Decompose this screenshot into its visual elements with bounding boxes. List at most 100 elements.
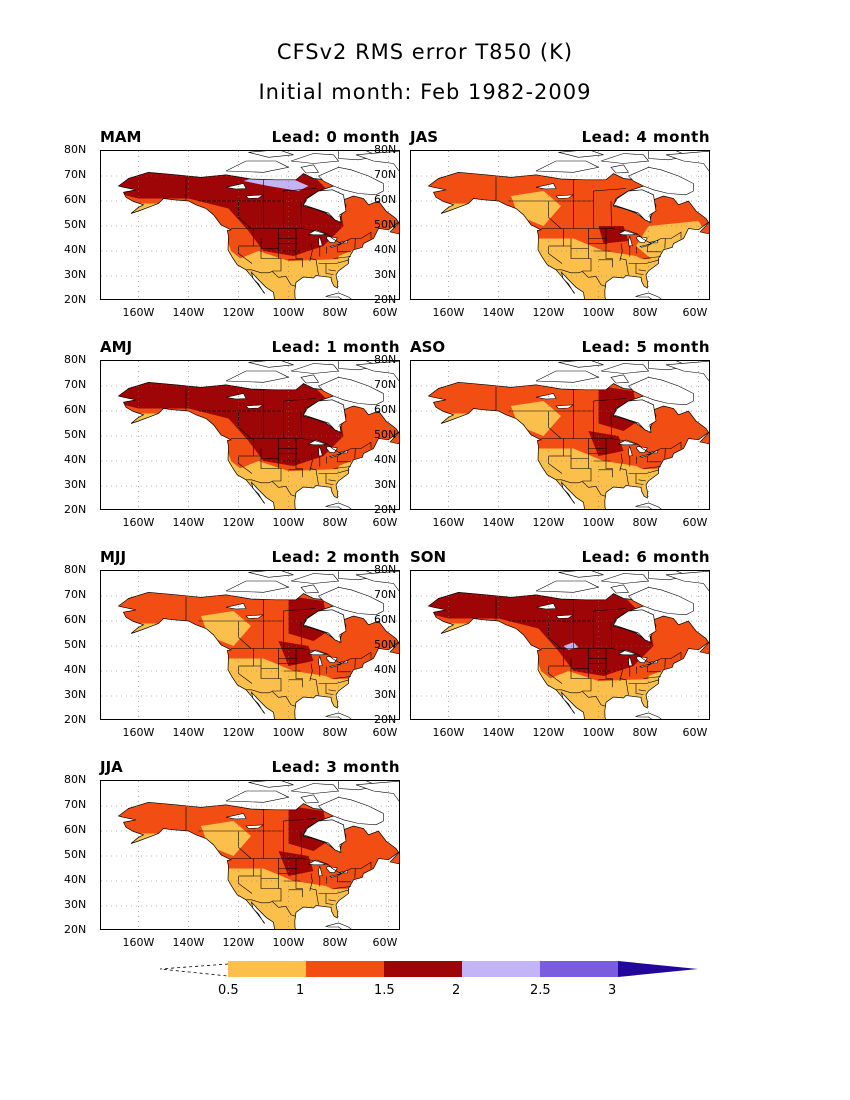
lon-tick-label: 160W xyxy=(122,726,155,739)
political-boundary xyxy=(246,479,296,497)
lon-tick-label: 80W xyxy=(322,936,348,949)
political-boundary xyxy=(619,453,623,472)
arctic-island xyxy=(290,573,340,584)
political-boundary xyxy=(643,676,662,679)
lon-tick-label: 140W xyxy=(482,306,515,319)
political-boundary xyxy=(619,663,623,682)
lat-tick-label: 70N xyxy=(64,798,87,811)
political-boundary xyxy=(238,246,253,264)
panel-lead-label: Lead: 3 month xyxy=(271,758,400,776)
arctic-island xyxy=(290,783,340,794)
lon-tick-label: 160W xyxy=(432,516,465,529)
political-boundary xyxy=(300,620,302,649)
political-boundary xyxy=(328,899,337,902)
arctic-island xyxy=(600,573,650,584)
baffin-island xyxy=(317,796,384,826)
political-boundary xyxy=(318,469,350,474)
political-boundary xyxy=(354,238,356,249)
political-boundary xyxy=(635,683,644,695)
political-boundary xyxy=(619,243,623,262)
arctic-island xyxy=(290,363,340,374)
political-boundary xyxy=(664,658,666,669)
lon-tick-label: 160W xyxy=(122,936,155,949)
political-boundary xyxy=(318,259,350,264)
political-boundary xyxy=(628,469,660,474)
political-boundary xyxy=(325,893,334,905)
political-boundary xyxy=(246,899,296,917)
lat-tick-label: 40N xyxy=(64,453,87,466)
lat-tick-label: 20N xyxy=(374,713,397,726)
arctic-island xyxy=(600,363,650,374)
panel-lead-label: Lead: 6 month xyxy=(581,548,710,566)
lat-tick-label: 20N xyxy=(64,293,87,306)
lat-tick-label: 60N xyxy=(64,403,87,416)
hudson-bay xyxy=(302,399,347,433)
political-boundary xyxy=(300,410,302,439)
map-canvas xyxy=(101,361,399,509)
panel-season-label: ASO xyxy=(410,338,446,356)
arctic-island xyxy=(300,374,320,384)
newfoundland xyxy=(389,221,399,235)
lon-tick-label: 100W xyxy=(582,516,615,529)
map-frame xyxy=(100,360,400,510)
political-boundary xyxy=(354,658,356,669)
lon-tick-label: 120W xyxy=(222,516,255,529)
political-boundary xyxy=(325,263,334,275)
lon-tick-label: 160W xyxy=(122,306,155,319)
political-boundary xyxy=(300,830,302,859)
political-boundary xyxy=(541,228,682,244)
lon-tick-label: 140W xyxy=(172,306,205,319)
political-boundary xyxy=(593,608,627,621)
lon-tick-label: 60W xyxy=(682,726,708,739)
map-frame xyxy=(100,150,400,300)
map-canvas xyxy=(101,781,399,929)
political-boundary xyxy=(328,269,337,272)
lat-tick-label: 70N xyxy=(64,168,87,181)
panel-season-label: JJA xyxy=(100,758,123,776)
lake xyxy=(639,453,652,458)
lat-tick-label: 80N xyxy=(374,353,397,366)
arctic-island xyxy=(300,164,320,174)
arctic-island xyxy=(248,151,294,158)
hudson-bay xyxy=(612,399,657,433)
hudson-bay xyxy=(302,189,347,223)
lon-tick-label: 120W xyxy=(222,726,255,739)
panel-season-label: AMJ xyxy=(100,338,133,356)
lon-tick-label: 120W xyxy=(222,936,255,949)
lat-tick-label: 60N xyxy=(374,193,397,206)
political-boundary xyxy=(283,818,317,831)
lake xyxy=(326,445,338,454)
lon-tick-label: 100W xyxy=(272,516,305,529)
political-boundary xyxy=(231,858,372,874)
colorbar-swatch xyxy=(384,961,462,977)
cuba xyxy=(324,712,352,719)
map-panel-jja: JJA Lead: 3 month 80N 70N 60N 50N 40N 30N 20N 160… xyxy=(64,758,400,970)
panel-lead-label: Lead: 5 month xyxy=(581,338,710,356)
political-boundary xyxy=(283,398,317,411)
lon-tick-label: 100W xyxy=(272,726,305,739)
lat-tick-label: 40N xyxy=(64,873,87,886)
lat-tick-label: 20N xyxy=(374,293,397,306)
lake xyxy=(318,235,323,247)
baffin-island xyxy=(627,586,694,616)
political-boundary xyxy=(541,438,682,454)
baffin-island xyxy=(317,166,384,196)
lat-tick-label: 20N xyxy=(64,713,87,726)
political-boundary xyxy=(309,888,319,905)
lake xyxy=(225,603,247,610)
lat-tick-label: 60N xyxy=(374,613,397,626)
political-boundary xyxy=(664,238,666,249)
political-boundary xyxy=(328,479,337,482)
political-boundary xyxy=(231,648,372,664)
map-panel-amj: AMJ Lead: 1 month 80N 70N 60N 50N 40N 30N 20N 160… xyxy=(64,338,400,550)
map-canvas xyxy=(101,571,399,719)
map-canvas xyxy=(411,361,709,509)
colorbar-upper-extension xyxy=(618,961,698,977)
political-boundary xyxy=(541,648,682,664)
map-panel-mam: MAM Lead: 0 month 80N 70N 60N 50N 40N 30N 20N 160… xyxy=(64,128,400,340)
political-boundary xyxy=(309,678,319,695)
lake xyxy=(245,824,264,829)
lat-tick-label: 40N xyxy=(64,243,87,256)
political-boundary xyxy=(593,188,627,201)
political-boundary xyxy=(619,468,629,485)
